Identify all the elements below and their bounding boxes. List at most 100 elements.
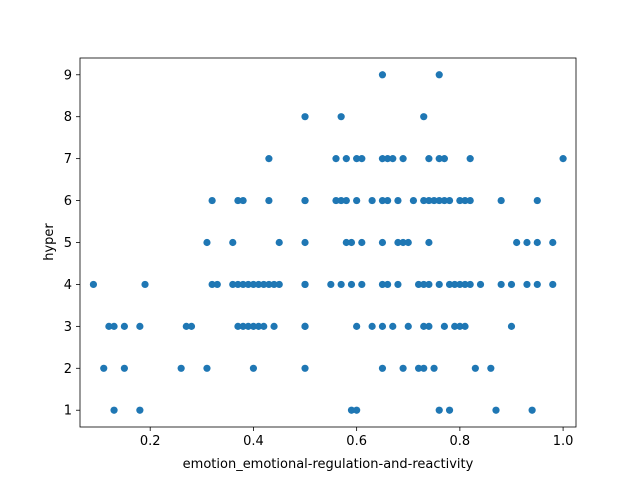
- data-point: [456, 322, 464, 330]
- data-point: [301, 364, 309, 372]
- data-point: [445, 406, 454, 414]
- x-tick-label: 0.2: [140, 434, 161, 449]
- data-point: [265, 155, 273, 163]
- data-point: [244, 280, 252, 289]
- data-point: [425, 238, 433, 247]
- y-tick-label: 5: [64, 236, 72, 251]
- data-point: [89, 280, 98, 289]
- data-point: [430, 364, 438, 372]
- data-point: [301, 196, 309, 205]
- data-point: [389, 155, 397, 163]
- data-point: [332, 155, 340, 163]
- data-point: [254, 322, 263, 330]
- data-point: [239, 280, 247, 289]
- data-point: [461, 280, 469, 289]
- data-point: [337, 280, 345, 289]
- data-point: [208, 280, 216, 289]
- data-point: [249, 322, 258, 330]
- y-tick-label: 8: [64, 110, 72, 125]
- data-point: [399, 155, 407, 163]
- data-point: [203, 238, 211, 247]
- data-point: [533, 280, 541, 289]
- data-point: [301, 280, 309, 289]
- data-point: [301, 113, 309, 121]
- data-point: [136, 406, 144, 414]
- x-axis-ticks: 0.2 0.4 0.6 0.8 1.0: [140, 427, 574, 449]
- data-point: [420, 113, 428, 121]
- x-tick-label: 1.0: [553, 434, 574, 449]
- data-point: [533, 238, 541, 247]
- data-point: [404, 238, 412, 247]
- x-tick-label: 0.6: [346, 434, 367, 449]
- data-point: [337, 196, 345, 205]
- data-point: [358, 280, 366, 289]
- data-point: [399, 238, 407, 247]
- data-point: [136, 322, 144, 330]
- data-point: [260, 322, 268, 330]
- data-point: [466, 196, 474, 205]
- y-tick-label: 1: [64, 404, 72, 419]
- data-point: [110, 322, 118, 330]
- data-point: [435, 196, 443, 205]
- data-point: [466, 155, 474, 163]
- data-point: [497, 280, 505, 289]
- data-point: [394, 196, 402, 205]
- data-point: [420, 196, 428, 205]
- data-point: [213, 280, 221, 289]
- data-point: [425, 196, 433, 205]
- data-point: [533, 196, 541, 205]
- data-point: [549, 238, 557, 247]
- data-point: [420, 280, 428, 289]
- data-point: [451, 280, 459, 289]
- data-point: [347, 280, 356, 289]
- data-point: [471, 364, 479, 372]
- data-point: [378, 155, 387, 163]
- data-point: [487, 364, 495, 372]
- data-point: [430, 196, 438, 205]
- data-point: [549, 280, 557, 289]
- data-point: [327, 280, 335, 289]
- data-point: [425, 322, 433, 330]
- data-point: [378, 322, 387, 330]
- data-point: [528, 406, 536, 414]
- data-point: [234, 322, 242, 330]
- data-point: [234, 280, 242, 289]
- data-point: [378, 280, 387, 289]
- data-point: [347, 238, 356, 247]
- plot-frame: [79, 57, 577, 428]
- data-point: [275, 280, 283, 289]
- data-point: [507, 322, 516, 330]
- x-tick-label: 0.4: [243, 434, 264, 449]
- data-point: [425, 155, 433, 163]
- data-point: [384, 155, 392, 163]
- y-tick-label: 9: [64, 68, 72, 83]
- data-point: [337, 113, 345, 121]
- data-point: [347, 406, 356, 414]
- data-point: [368, 196, 376, 205]
- data-point: [301, 238, 309, 247]
- data-point: [249, 280, 258, 289]
- data-point: [203, 364, 211, 372]
- y-tick-label: 4: [64, 278, 72, 293]
- data-point: [513, 238, 521, 247]
- data-point: [342, 155, 350, 163]
- data-point: [110, 406, 118, 414]
- data-point: [208, 196, 216, 205]
- y-axis-label: hyper: [42, 223, 57, 261]
- data-point: [440, 155, 448, 163]
- data-point: [260, 280, 268, 289]
- data-point: [301, 322, 309, 330]
- data-point: [456, 196, 464, 205]
- data-point: [399, 364, 407, 372]
- data-point: [425, 280, 433, 289]
- data-point: [265, 196, 273, 205]
- data-point: [404, 322, 412, 330]
- data-point: [445, 280, 454, 289]
- data-point: [353, 196, 361, 205]
- data-point: [435, 406, 443, 414]
- y-tick-label: 3: [64, 320, 72, 335]
- data-point: [414, 280, 423, 289]
- data-point: [451, 322, 459, 330]
- data-point: [270, 322, 278, 330]
- data-point: [105, 322, 113, 330]
